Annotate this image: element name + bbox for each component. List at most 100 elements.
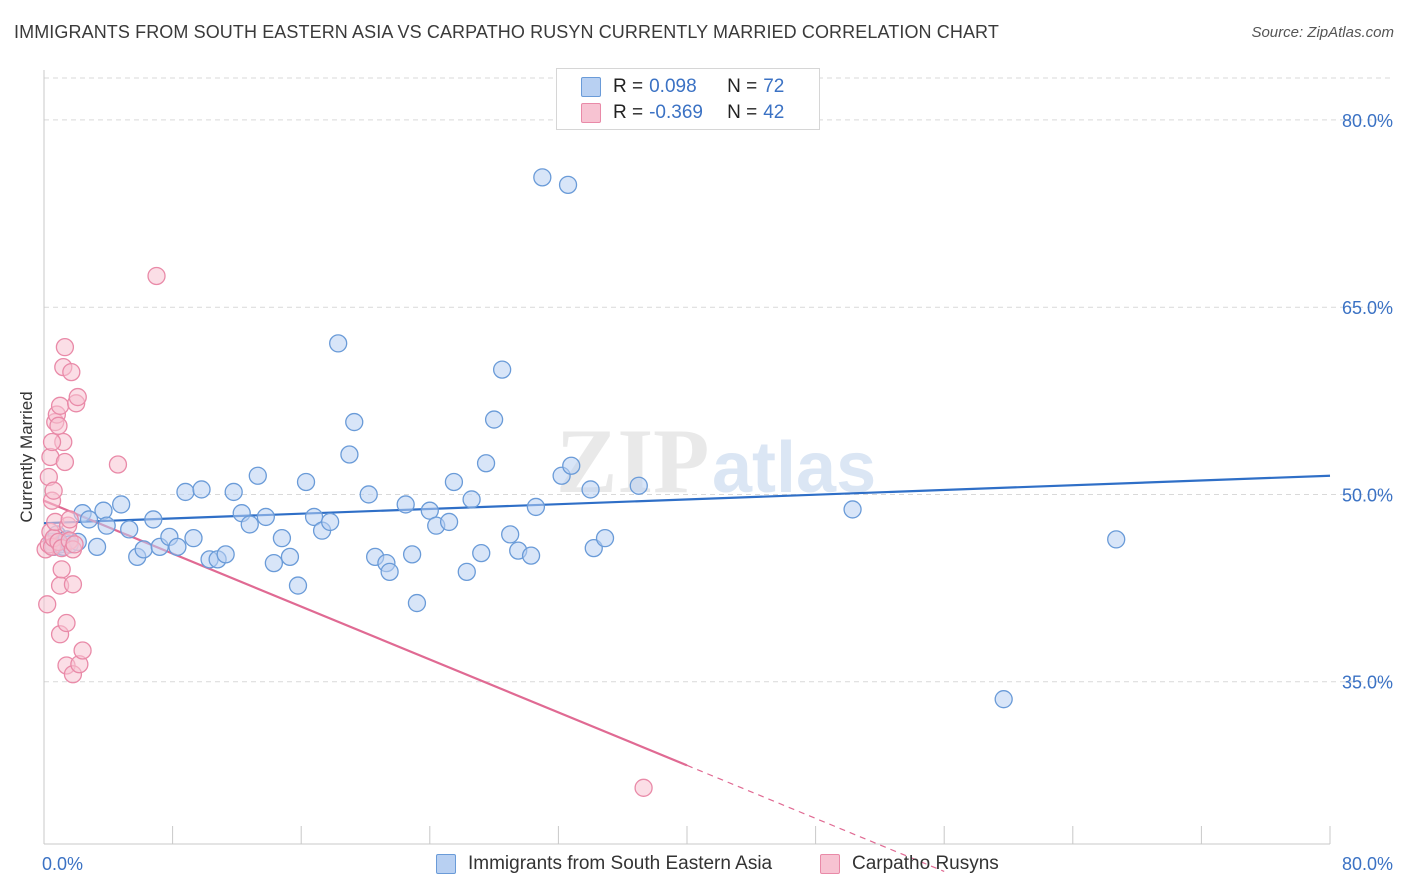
stats-row-blue: R = 0.098 N = 72: [581, 74, 841, 100]
data-point-blue: [521, 546, 541, 565]
data-point-blue: [439, 512, 459, 532]
data-point-pink: [55, 337, 75, 357]
data-point-pink: [52, 560, 71, 579]
data-point-pink: [38, 595, 57, 614]
y-tick-label: 35.0%: [1342, 673, 1393, 693]
data-point-blue: [176, 482, 195, 502]
legend-swatch-blue: [436, 854, 456, 874]
y-tick-label: 65.0%: [1342, 298, 1393, 318]
data-point-blue: [581, 480, 600, 499]
tick-labels-layer: 35.0% 50.0% 65.0% 80.0% 0.0% 80.0% Currently M…: [17, 111, 1393, 874]
y-axis-label: Currently Married: [17, 391, 36, 522]
data-point-blue: [1107, 530, 1126, 549]
data-point-blue: [501, 525, 520, 544]
stats-legend: R = 0.098 N = 72 R = -0.369 N = 42: [556, 68, 820, 130]
data-point-pink: [73, 641, 92, 660]
chart-source: Source: ZipAtlas.com: [1251, 24, 1394, 41]
stats-n-label: N =: [727, 76, 758, 97]
data-point-blue: [484, 410, 504, 429]
x-tick-label-max: 80.0%: [1342, 854, 1393, 874]
zipatlas-watermark: ZIP atlas: [556, 410, 876, 512]
data-point-pink: [60, 510, 79, 529]
data-point-blue: [472, 543, 491, 563]
data-point-blue: [329, 334, 348, 353]
data-point-blue: [184, 528, 203, 548]
data-point-blue: [134, 540, 153, 559]
data-point-blue: [240, 515, 259, 534]
legend-item-blue: Immigrants from South Eastern Asia: [436, 852, 772, 876]
stats-swatch-pink: [581, 103, 601, 123]
data-point-blue: [380, 562, 399, 582]
data-point-blue: [97, 516, 116, 535]
trend-layer: [43, 474, 1331, 873]
data-point-blue: [345, 412, 364, 432]
data-point-blue: [359, 485, 378, 504]
data-point-blue: [87, 537, 107, 557]
data-point-blue: [476, 454, 496, 473]
data-point-pink: [49, 416, 68, 435]
data-point-pink: [108, 455, 128, 474]
data-point-blue: [79, 510, 99, 529]
data-point-pink: [44, 481, 63, 500]
stats-r-value: 0.098: [649, 76, 697, 97]
data-point-blue: [256, 507, 275, 527]
chart-title: IMMIGRANTS FROM SOUTH EASTERN ASIA VS CA…: [14, 22, 999, 42]
points-layer: [36, 168, 1126, 797]
stats-r-label: R =: [613, 102, 644, 123]
stats-n-value: 72: [763, 76, 785, 97]
stats-row-pink: R = -0.369 N = 42: [581, 100, 841, 126]
data-point-pink: [63, 575, 83, 594]
series-pink-points: [36, 266, 653, 797]
data-point-blue: [192, 480, 211, 499]
data-point-blue: [533, 168, 552, 187]
data-point-blue: [396, 495, 415, 514]
data-point-blue: [444, 472, 464, 492]
data-point-blue: [296, 472, 316, 492]
data-point-blue: [457, 562, 476, 582]
data-point-blue: [224, 482, 243, 502]
legend-item-pink: Carpatho Rusyns: [820, 852, 999, 876]
data-point-blue: [526, 497, 546, 517]
data-point-blue: [402, 545, 422, 564]
data-point-pink: [50, 396, 70, 415]
trendline-pink-extension: [686, 764, 945, 873]
data-point-pink: [55, 452, 75, 472]
data-point-blue: [595, 528, 615, 548]
data-point-blue: [407, 593, 427, 613]
data-point-blue: [248, 466, 267, 485]
data-point-blue: [94, 501, 113, 520]
data-point-blue: [280, 547, 300, 567]
data-point-blue: [340, 445, 359, 464]
y-tick-label: 80.0%: [1342, 111, 1393, 131]
data-point-blue: [120, 520, 139, 539]
data-point-blue: [462, 490, 481, 509]
data-point-pink: [62, 362, 81, 382]
data-point-blue: [272, 528, 292, 548]
data-point-pink: [57, 613, 76, 633]
grid-layer: [44, 77, 1390, 683]
data-point-blue: [112, 495, 131, 514]
stats-n-label: N =: [727, 102, 758, 123]
legend-label-pink: Carpatho Rusyns: [852, 853, 999, 874]
data-point-blue: [144, 510, 163, 529]
data-point-pink: [42, 432, 62, 452]
data-point-pink: [634, 778, 653, 797]
y-tick-label: 50.0%: [1342, 485, 1393, 505]
data-point-blue: [843, 500, 862, 519]
data-point-blue: [216, 545, 235, 564]
stats-r-value: -0.369: [649, 102, 703, 123]
legend-label-blue: Immigrants from South Eastern Asia: [468, 853, 773, 874]
series-blue-points: [42, 168, 1126, 709]
data-point-blue: [558, 175, 578, 195]
data-point-blue: [288, 576, 308, 595]
data-point-blue: [168, 537, 187, 557]
data-point-blue: [994, 690, 1013, 709]
data-point-pink: [68, 387, 87, 407]
watermark-zip: ZIP: [556, 410, 709, 512]
data-point-blue: [320, 512, 340, 532]
data-point-pink: [147, 266, 166, 286]
data-point-pink: [65, 535, 84, 554]
data-point-blue: [562, 456, 581, 475]
x-tick-label-min: 0.0%: [42, 854, 83, 874]
